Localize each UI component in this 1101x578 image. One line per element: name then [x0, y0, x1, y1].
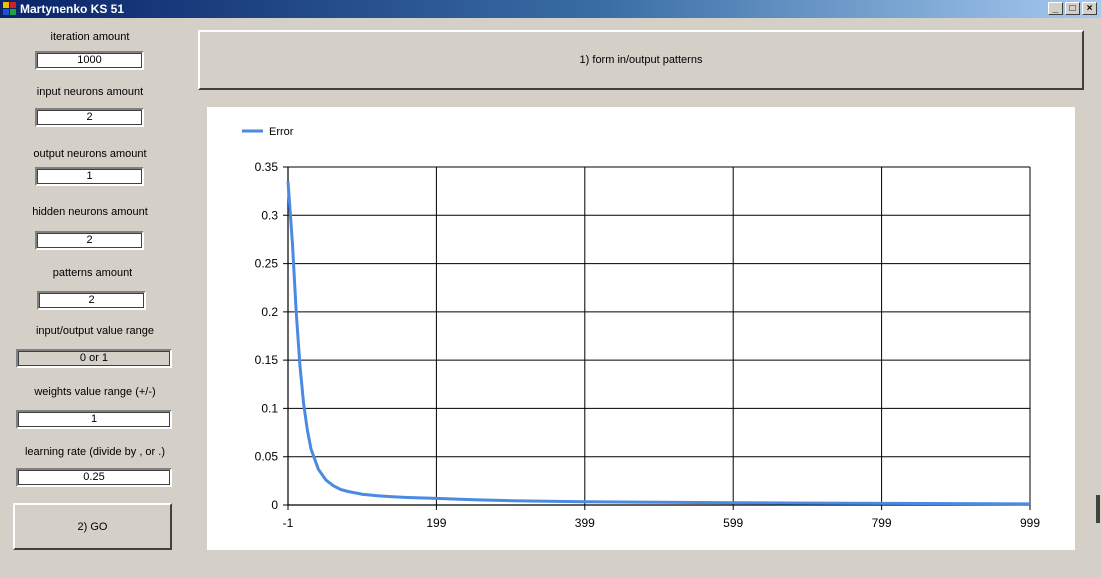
window-title: Martynenko KS 51 [20, 2, 125, 16]
input-neurons-input[interactable]: 2 [35, 108, 144, 127]
form-patterns-button[interactable]: 1) form in/output patterns [198, 30, 1084, 90]
error-chart: 0 0.05 0.1 0.15 0.2 0.25 0.3 0.35 -1 199 399 599 799… [207, 107, 1075, 550]
y-tick-label: 0.3 [261, 208, 278, 222]
app-icon[interactable] [3, 2, 17, 16]
close-icon: × [1086, 3, 1093, 14]
output-neurons-label: output neurons amount [33, 148, 147, 160]
maximize-button[interactable]: □ [1065, 2, 1080, 15]
minimize-button[interactable]: _ [1048, 2, 1063, 15]
y-tick-label: 0.35 [255, 160, 279, 174]
x-tick-label: 799 [872, 516, 892, 530]
hidden-neurons-label: hidden neurons amount [32, 206, 148, 218]
patterns-amount-input[interactable]: 2 [37, 291, 146, 310]
x-tick-label: -1 [283, 516, 294, 530]
y-tick-label: 0.15 [255, 353, 279, 367]
close-button[interactable]: × [1082, 2, 1097, 15]
iteration-amount-input[interactable]: 1000 [35, 51, 144, 70]
y-tick-label: 0 [271, 498, 278, 512]
go-button[interactable]: 2) GO [13, 503, 172, 550]
error-series-line [286, 181, 1031, 506]
value-range-field: 0 or 1 [16, 349, 172, 368]
input-neurons-label: input neurons amount [36, 86, 144, 98]
title-bar: Martynenko KS 51 _ □ × [0, 0, 1101, 18]
error-chart-svg: 0 0.05 0.1 0.15 0.2 0.25 0.3 0.35 -1 199 399 599 799… [242, 126, 1040, 530]
hidden-neurons-input[interactable]: 2 [35, 231, 144, 250]
iteration-amount-label: iteration amount [50, 31, 130, 43]
window-edge [1096, 495, 1100, 523]
learning-rate-label: learning rate (divide by , or .) [24, 446, 165, 458]
value-range-label: input/output value range [35, 325, 155, 337]
x-tick-label: 399 [575, 516, 595, 530]
maximize-icon: □ [1069, 3, 1076, 14]
weights-range-label: weights value range (+/-) [34, 386, 156, 398]
y-tick-label: 0.1 [261, 401, 278, 415]
y-tick-label: 0.05 [255, 450, 279, 464]
output-neurons-input[interactable]: 1 [35, 167, 144, 186]
x-tick-label: 999 [1020, 516, 1040, 530]
legend-label-error: Error [269, 126, 294, 138]
learning-rate-input[interactable]: 0.25 [16, 468, 172, 487]
y-tick-label: 0.2 [261, 305, 278, 319]
x-tick-label: 599 [723, 516, 743, 530]
weights-range-input[interactable]: 1 [16, 410, 172, 429]
y-tick-label: 0.25 [255, 257, 279, 271]
window-controls: _ □ × [1048, 2, 1097, 15]
minimize-icon: _ [1052, 3, 1059, 14]
x-tick-label: 199 [426, 516, 446, 530]
patterns-amount-label: patterns amount [52, 267, 133, 279]
